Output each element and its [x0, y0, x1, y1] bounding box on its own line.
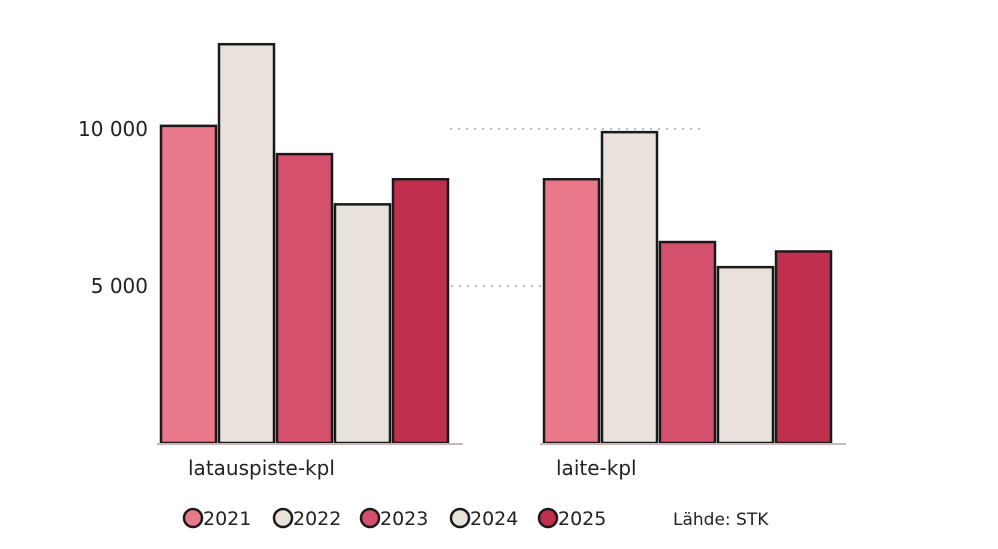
legend-label-2022: 2022: [293, 508, 341, 530]
source-note: Lähde: STK: [673, 510, 769, 530]
bar-2021-1: [542, 177, 601, 445]
bar-2023-0: [275, 152, 334, 445]
y-axis-tick-labels: 5 000 10 000: [78, 117, 148, 298]
legend-marker-2024: [449, 507, 471, 529]
y-tick-label: 5 000: [91, 274, 148, 298]
legend-marker-2022: [272, 507, 294, 529]
legend-label-2025: 2025: [558, 508, 606, 530]
bar-2025-1: [774, 250, 833, 445]
bar-2022-0: [217, 42, 276, 445]
legend-marker-2025: [537, 507, 559, 529]
legend-label-2024: 2024: [470, 508, 518, 530]
legend-marker-2023: [359, 507, 381, 529]
legend-label-2021: 2021: [203, 508, 251, 530]
bar-2024-1: [716, 265, 775, 445]
bar-2021-0: [159, 124, 218, 445]
legend: 2021 2022 2023 2024 2025: [182, 507, 606, 530]
y-tick-label: 10 000: [78, 117, 148, 141]
bar-2023-1: [658, 240, 717, 445]
bars: [159, 42, 833, 445]
category-label: laite-kpl: [556, 456, 637, 480]
bar-2025-0: [391, 177, 450, 445]
category-label: latauspiste-kpl: [188, 456, 335, 480]
legend-marker-2021: [182, 507, 204, 529]
legend-label-2023: 2023: [380, 508, 428, 530]
bar-2024-0: [333, 203, 392, 445]
bar-2022-1: [600, 130, 659, 445]
category-labels: latauspiste-kpl laite-kpl: [188, 456, 637, 480]
